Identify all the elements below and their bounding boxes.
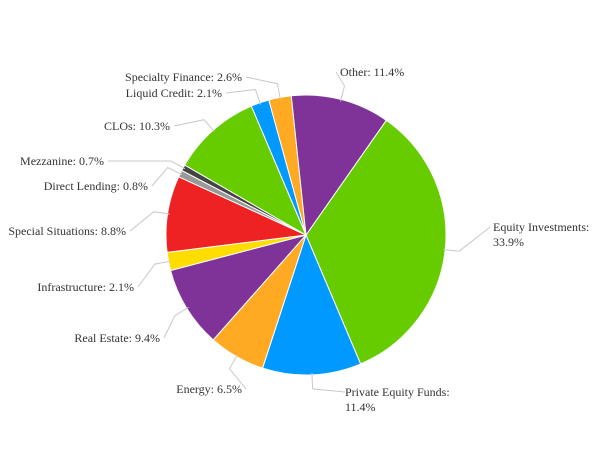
leader-line — [137, 260, 171, 288]
leader-line — [108, 160, 186, 170]
leader-line — [129, 211, 170, 232]
label-private-equity-funds-line2: 11.4% — [345, 400, 376, 414]
pie-slices — [165, 94, 447, 376]
label-special-situations: Special Situations: 8.8% — [8, 224, 126, 238]
label-infrastructure: Infrastructure: 2.1% — [37, 280, 134, 294]
leader-line — [311, 372, 346, 393]
leader-line — [335, 71, 346, 102]
label-other: Other: 11.4% — [340, 65, 404, 79]
label-direct-lending: Direct Lending: 0.8% — [44, 179, 148, 193]
label-private-equity-funds-line1: Private Equity Funds: — [345, 385, 450, 399]
leader-line — [163, 306, 189, 339]
label-real-estate: Real Estate: 9.4% — [74, 331, 160, 345]
leader-line — [228, 354, 247, 390]
leader-line — [151, 166, 183, 187]
label-private-equity-funds: Private Equity Funds: 11.4% — [345, 385, 453, 414]
label-specialty-finance: Specialty Finance: 2.6% — [125, 70, 242, 84]
label-clos: CLOs: 10.3% — [104, 119, 170, 133]
label-mezzanine: Mezzanine: 0.7% — [20, 154, 104, 168]
label-equity-investments-line1: Equity Investments: — [493, 220, 589, 234]
slice-labels: Equity Investments: 33.9% Private Equity… — [8, 65, 592, 414]
label-liquid-credit: Liquid Credit: 2.1% — [126, 86, 222, 100]
label-equity-investments-line2: 33.9% — [493, 235, 524, 249]
leader-line — [443, 226, 491, 252]
leader-lines — [108, 71, 491, 393]
leader-line — [225, 88, 262, 105]
label-energy: Energy: 6.5% — [176, 382, 242, 396]
label-equity-investments: Equity Investments: 33.9% — [493, 220, 592, 249]
leader-line — [245, 76, 281, 100]
leader-line — [173, 119, 215, 132]
